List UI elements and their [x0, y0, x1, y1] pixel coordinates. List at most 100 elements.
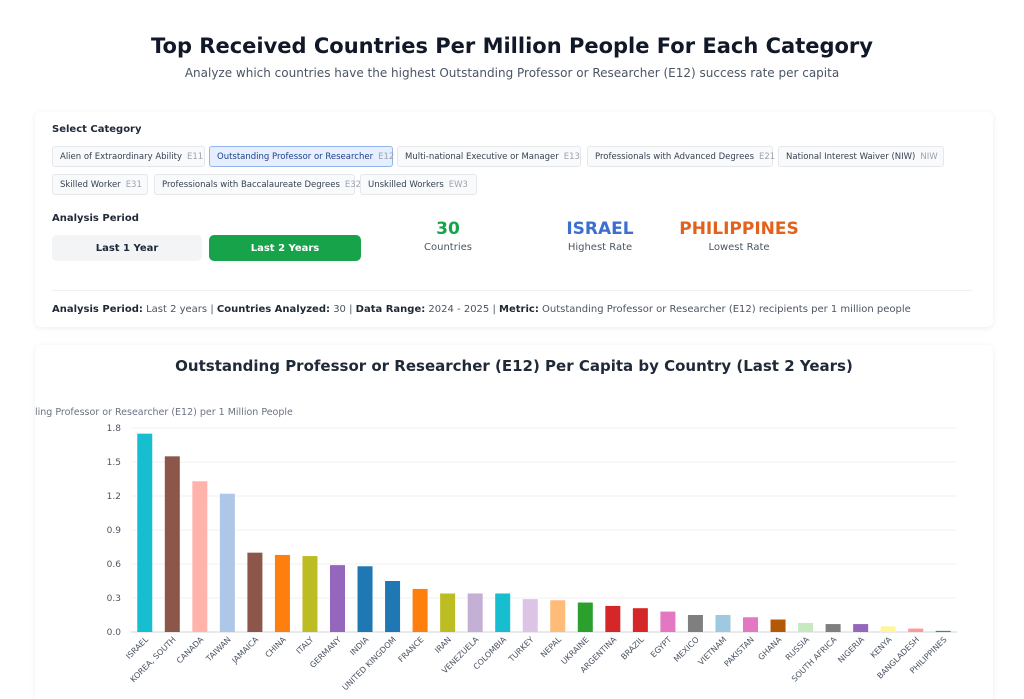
chip-label: National Interest Waiver (NIW)	[786, 151, 916, 162]
chip-code: E12	[378, 151, 395, 162]
y-tick-label: 0.0	[107, 628, 122, 638]
x-tick-label: IRAN	[433, 635, 453, 655]
bar-france[interactable]	[412, 588, 428, 632]
bar-iran[interactable]	[440, 593, 456, 632]
bar-bangladesh[interactable]	[908, 628, 924, 632]
category-chip-e32[interactable]: Professionals with Baccalaureate Degrees…	[154, 174, 361, 195]
bar-taiwan[interactable]	[219, 493, 235, 632]
stat-lowest-label: Lowest Rate	[708, 242, 770, 253]
bar-ghana[interactable]	[770, 619, 786, 632]
bar-india[interactable]	[357, 566, 373, 632]
y-tick-label: 1.2	[107, 492, 121, 502]
chip-label: Skilled Worker	[60, 179, 121, 190]
x-tick-label: INDIA	[348, 635, 371, 658]
x-tick-label: TURKEY	[506, 635, 535, 664]
x-tick-label: CANADA	[175, 635, 206, 666]
x-tick-label: TAIWAN	[204, 635, 233, 664]
x-tick-label: PAKISTAN	[723, 635, 756, 668]
bar-ukraine[interactable]	[577, 602, 593, 632]
chip-code: E21	[759, 151, 776, 162]
category-chip-ew3[interactable]: Unskilled Workers EW3	[360, 174, 477, 195]
category-chip-e13[interactable]: Multi-national Executive or Manager E13	[397, 146, 581, 167]
analysis-info-line: Analysis Period: Last 2 years | Countrie…	[52, 304, 911, 315]
period-button-2-years[interactable]: Last 2 Years	[209, 235, 361, 261]
x-tick-label: JAMAICA	[230, 635, 261, 666]
bar-chart: ling Professor or Researcher (E12) per 1…	[35, 407, 957, 692]
x-tick-label: KENYA	[869, 635, 894, 660]
info-countries-value: 30	[333, 304, 346, 315]
bar-jamaica[interactable]	[247, 552, 263, 632]
bar-nepal[interactable]	[550, 600, 566, 632]
stat-lowest-value: PHILIPPINES	[679, 219, 799, 239]
bar-egypt[interactable]	[660, 611, 676, 632]
chip-label: Multi-national Executive or Manager	[405, 151, 559, 162]
category-chip-e12[interactable]: Outstanding Professor or Researcher E12	[209, 146, 395, 167]
chip-code: EW3	[448, 179, 468, 190]
info-range-value: 2024 - 2025	[428, 304, 490, 315]
y-tick-label: 0.9	[107, 526, 122, 536]
bar-brazil[interactable]	[632, 608, 648, 632]
info-period-value: Last 2 years	[146, 304, 208, 315]
chip-label: Alien of Extraordinary Ability	[60, 151, 182, 162]
info-period-key: Analysis Period:	[52, 304, 143, 315]
y-tick-label: 0.3	[107, 594, 121, 604]
info-range-key: Data Range:	[355, 304, 426, 315]
bar-kenya[interactable]	[880, 626, 896, 632]
stat-highest-value: ISRAEL	[566, 219, 634, 239]
x-tick-label: ISRAEL	[124, 635, 150, 661]
bar-colombia[interactable]	[495, 593, 511, 632]
bar-germany[interactable]	[330, 565, 345, 632]
chip-code: E13	[563, 151, 580, 162]
chip-label: Unskilled Workers	[368, 179, 444, 190]
bar-mexico[interactable]	[687, 615, 703, 632]
bar-argentina[interactable]	[605, 605, 621, 632]
bar-philippines[interactable]	[935, 630, 951, 632]
bar-venezuela[interactable]	[467, 593, 483, 632]
stat-highest-label: Highest Rate	[567, 242, 633, 253]
bar-italy[interactable]	[302, 556, 318, 632]
x-tick-label: GHANA	[756, 635, 783, 662]
category-chip-e31[interactable]: Skilled Worker E31	[52, 174, 148, 195]
bar-united-kingdom[interactable]	[385, 581, 401, 632]
stat-highest: ISRAEL Highest Rate	[525, 219, 675, 253]
page-subtitle: Analyze which countries have the highest…	[184, 66, 840, 80]
info-metric-key: Metric:	[499, 304, 539, 315]
x-tick-label: NIGERIA	[836, 635, 866, 665]
bar-korea-south[interactable]	[164, 456, 180, 632]
info-countries-key: Countries Analyzed:	[216, 304, 330, 315]
category-chip-niw[interactable]: National Interest Waiver (NIW) NIW	[778, 146, 944, 167]
stat-countries-label: Countries	[424, 242, 472, 253]
y-tick-label: 1.8	[107, 424, 122, 434]
stat-countries: 30 Countries	[373, 219, 523, 253]
category-chip-e11[interactable]: Alien of Extraordinary Ability E11	[52, 146, 205, 167]
x-tick-label: NEPAL	[539, 635, 564, 660]
chip-code: E31	[125, 179, 142, 190]
bar-vietnam[interactable]	[715, 615, 731, 632]
chip-code: NIW	[920, 151, 938, 162]
chip-label: Professionals with Baccalaureate Degrees	[162, 179, 340, 190]
category-chip-e21[interactable]: Professionals with Advanced Degrees E21	[587, 146, 776, 167]
bar-south-africa[interactable]	[825, 624, 841, 632]
y-tick-label: 1.5	[107, 458, 121, 468]
x-tick-label: BRAZIL	[619, 635, 646, 662]
bar-china[interactable]	[274, 554, 290, 632]
period-label: Analysis Period	[52, 213, 139, 224]
y-tick-label: 0.6	[107, 560, 122, 570]
x-tick-label: ITALY	[295, 635, 316, 656]
bar-turkey[interactable]	[522, 599, 538, 632]
divider	[52, 290, 972, 291]
bar-nigeria[interactable]	[853, 624, 869, 632]
y-axis-title: ling Professor or Researcher (E12) per 1…	[35, 407, 293, 418]
stat-lowest: PHILIPPINES Lowest Rate	[664, 219, 814, 253]
x-tick-label: RUSSIA	[784, 635, 812, 663]
chip-code: E11	[186, 151, 204, 162]
chart-panel: Outstanding Professor or Researcher (E12…	[35, 345, 993, 699]
bar-israel[interactable]	[137, 433, 153, 632]
page-title: Top Received Countries Per Million Peopl…	[151, 34, 873, 58]
x-tick-label: FRANCE	[397, 635, 426, 664]
bar-canada[interactable]	[192, 481, 208, 632]
bar-russia[interactable]	[798, 622, 814, 632]
bar-pakistan[interactable]	[743, 617, 758, 632]
chip-code: E32	[344, 179, 362, 190]
period-button-1-year[interactable]: Last 1 Year	[52, 235, 202, 261]
